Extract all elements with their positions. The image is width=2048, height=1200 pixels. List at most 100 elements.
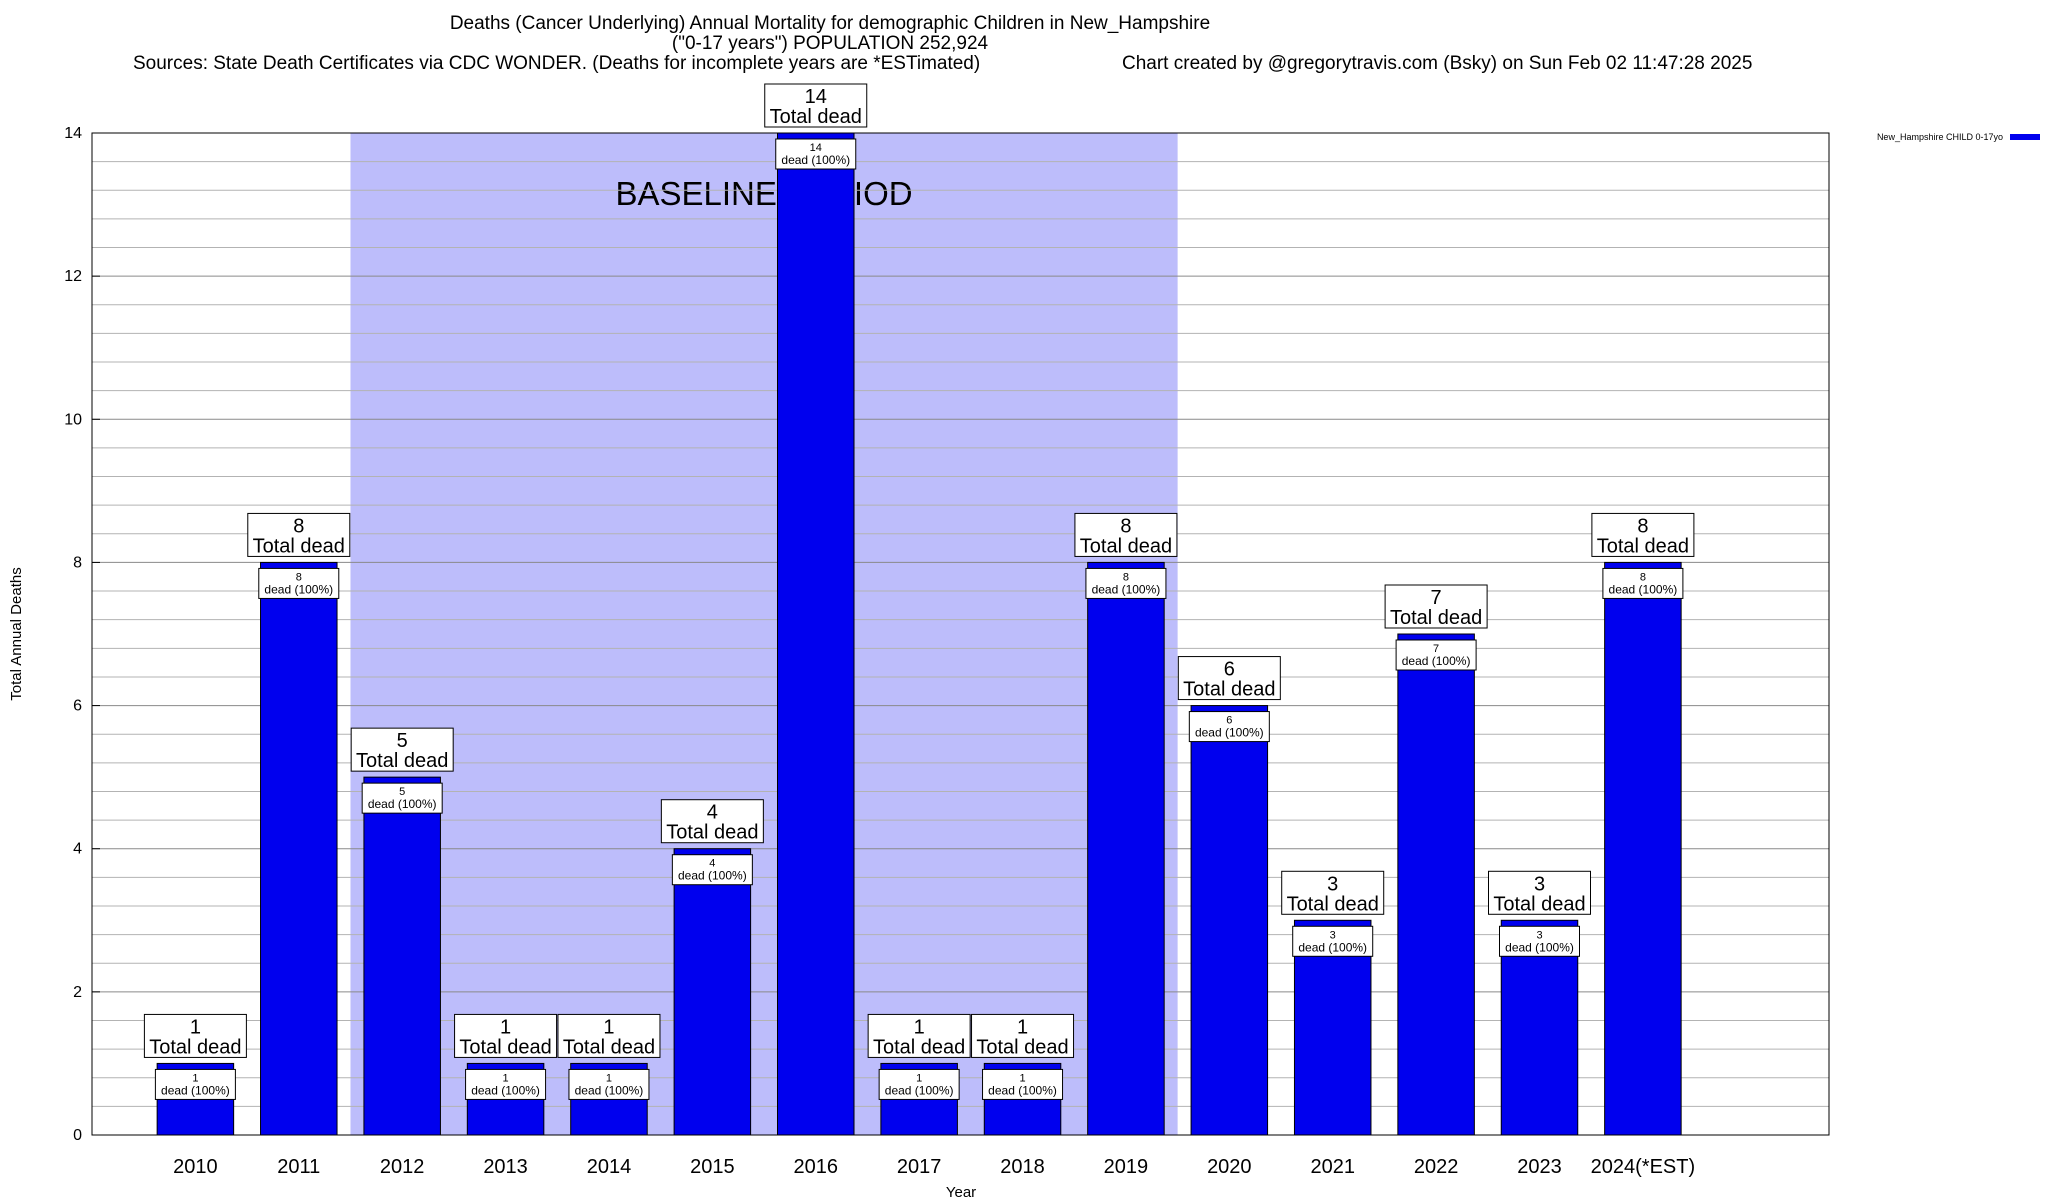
x-tick-label: 2020 (1207, 1156, 1252, 1178)
x-tick-label: 2011 (277, 1156, 320, 1178)
bar-inner-label-box (671, 854, 753, 886)
chart-title: Deaths (Cancer Underlying) Annual Mortal… (449, 13, 1211, 34)
x-tick-label: 2023 (1517, 1156, 1562, 1178)
bar-2020 (1190, 705, 1269, 1136)
bar-inner-value-label: 8 (1123, 571, 1129, 583)
bar-inner-dead-label: dead (100%) (1609, 582, 1678, 596)
bar-total-dead-label: Total dead (1390, 607, 1482, 629)
bar-inner-dead-label: dead (100%) (1092, 582, 1161, 596)
bar-total-label-box (660, 799, 764, 844)
legend-series-label: New_Hampshire CHILD 0-17yo (1877, 132, 2003, 142)
bar-total-value-label: 1 (1017, 1016, 1028, 1038)
bar-inner-label-box (465, 1068, 547, 1100)
y-tick-label: 8 (73, 554, 82, 571)
y-tick-label: 0 (73, 1127, 82, 1144)
chart-source-note: Sources: State Death Certificates via CD… (133, 53, 981, 74)
bar-inner-value-label: 1 (606, 1072, 612, 1084)
bar-total-value-label: 3 (1327, 873, 1338, 895)
bar-total-dead-label: Total dead (563, 1036, 655, 1058)
x-tick-label: 2010 (173, 1156, 218, 1178)
bar-total-dead-label: Total dead (873, 1036, 965, 1058)
x-tick-label: 2019 (1104, 1156, 1149, 1178)
bar-total-label-box (247, 512, 351, 557)
bar-inner-dead-label: dead (100%) (264, 582, 333, 596)
bar-total-value-label: 1 (500, 1016, 511, 1038)
bar-total-label-box (764, 83, 868, 128)
bar-2024(*EST) (1604, 561, 1682, 1136)
y-tick-label: 4 (73, 841, 82, 858)
x-tick-label: 2017 (897, 1156, 942, 1178)
bar-inner-label-box (878, 1068, 960, 1100)
bar-total-label-box (350, 727, 454, 772)
bar-2022 (1397, 633, 1475, 1136)
x-tick-label: 2024(*EST) (1591, 1156, 1696, 1178)
y-tick-label: 14 (64, 125, 82, 142)
bar-total-dead-label: Total dead (1183, 679, 1275, 701)
bar-total-label-box (1281, 870, 1385, 915)
bar-inner-value-label: 3 (1536, 929, 1542, 941)
y-tick-label: 12 (64, 268, 82, 285)
bar-inner-label-box (361, 782, 443, 814)
bar-total-label-box (1488, 870, 1591, 915)
bar-inner-label-box (1602, 567, 1684, 599)
bar-inner-value-label: 3 (1330, 929, 1336, 941)
bar-inner-dead-label: dead (100%) (161, 1083, 230, 1097)
bar-inner-label-box (775, 138, 857, 170)
bar-total-label-box (1177, 656, 1281, 701)
bar-total-dead-label: Total dead (770, 106, 862, 128)
bar-inner-label-box (1188, 711, 1270, 743)
x-axis-label: Year (946, 1184, 976, 1200)
chart-credit: Chart created by @gregorytravis.com (Bsk… (1122, 53, 1753, 74)
bar-inner-label-box (982, 1068, 1064, 1100)
bar-inner-value-label: 1 (1019, 1072, 1025, 1084)
bar-inner-value-label: 14 (810, 142, 822, 154)
bar-total-value-label: 7 (1431, 587, 1442, 609)
bar-inner-value-label: 7 (1433, 643, 1439, 655)
x-tick-label: 2012 (380, 1156, 425, 1178)
bar-2016 (776, 132, 855, 1136)
bar-inner-dead-label: dead (100%) (575, 1083, 644, 1097)
y-tick-label: 6 (73, 698, 82, 715)
baseline-period-label: BASELINE PERIOD (615, 175, 912, 212)
bar-total-dead-label: Total dead (253, 535, 345, 557)
bar-total-dead-label: Total dead (356, 750, 448, 772)
bar-inner-dead-label: dead (100%) (781, 153, 850, 167)
bar-inner-label-box (568, 1068, 650, 1100)
bar-inner-dead-label: dead (100%) (988, 1083, 1057, 1097)
bar-total-value-label: 4 (707, 802, 718, 824)
bar-inner-dead-label: dead (100%) (885, 1083, 954, 1097)
x-tick-label: 2021 (1310, 1156, 1355, 1178)
x-tick-label: 2015 (690, 1156, 735, 1178)
bar-total-value-label: 1 (914, 1016, 925, 1038)
bar-inner-dead-label: dead (100%) (678, 869, 747, 883)
bar-inner-dead-label: dead (100%) (368, 797, 437, 811)
bar-total-label-box (971, 1013, 1075, 1058)
legend-series-swatch (2010, 134, 2040, 140)
bar-inner-value-label: 4 (709, 858, 715, 870)
bar-total-label-box (867, 1013, 971, 1058)
bar-2015 (673, 848, 752, 1136)
bar-2012 (363, 776, 441, 1136)
bar-total-dead-label: Total dead (459, 1036, 551, 1058)
bar-total-value-label: 5 (397, 730, 408, 752)
y-tick-label: 10 (64, 411, 82, 428)
bar-total-label-box (1074, 512, 1178, 557)
bar-inner-dead-label: dead (100%) (471, 1083, 540, 1097)
bar-inner-value-label: 8 (296, 571, 302, 583)
bar-2019 (1087, 561, 1165, 1136)
bar-inner-label-box (154, 1068, 236, 1100)
bar-inner-value-label: 1 (192, 1072, 198, 1084)
bar-inner-label-box (1085, 567, 1167, 599)
bar-total-dead-label: Total dead (1287, 893, 1379, 915)
bar-total-label-box (143, 1013, 247, 1058)
x-tick-label: 2022 (1414, 1156, 1459, 1178)
bar-total-dead-label: Total dead (149, 1036, 241, 1058)
x-tick-label: 2013 (483, 1156, 528, 1178)
bar-inner-value-label: 1 (916, 1072, 922, 1084)
bar-total-value-label: 1 (190, 1016, 201, 1038)
bar-total-value-label: 3 (1534, 873, 1545, 895)
bar-total-dead-label: Total dead (666, 822, 758, 844)
bar-inner-label-box (258, 567, 340, 599)
bar-inner-dead-label: dead (100%) (1505, 940, 1574, 954)
x-tick-label: 2018 (1000, 1156, 1045, 1178)
